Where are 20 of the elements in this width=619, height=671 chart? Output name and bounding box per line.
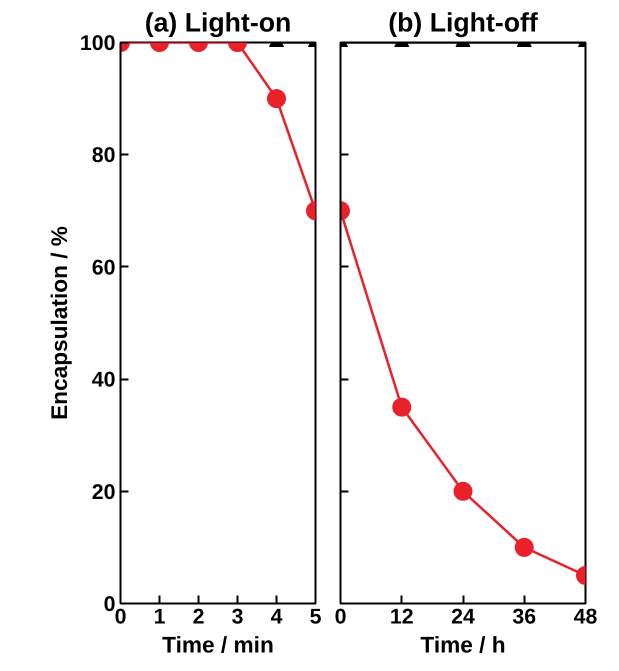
x-axis-title: Time / h bbox=[420, 632, 506, 658]
y-tick-label: 20 bbox=[92, 480, 116, 504]
x-tick-label: 2 bbox=[192, 604, 204, 628]
x-tick-label: 1 bbox=[154, 604, 166, 628]
y-tick-label: 60 bbox=[92, 255, 116, 280]
y-tick-label: 40 bbox=[92, 368, 116, 392]
x-tick-label: 36 bbox=[512, 604, 536, 628]
x-tick-label: 12 bbox=[390, 604, 414, 628]
y-tick-label: 100 bbox=[80, 31, 116, 55]
y-tick-label: 80 bbox=[92, 143, 116, 168]
y-axis-title: Encapsulation / % bbox=[46, 226, 72, 420]
x-tick-label: 24 bbox=[451, 604, 475, 628]
chart-title: (b) Light-off bbox=[388, 8, 538, 38]
x-tick-label: 3 bbox=[232, 604, 244, 628]
x-tick-label: 4 bbox=[270, 604, 283, 628]
x-axis-title: Time / min bbox=[162, 632, 274, 658]
x-tick-label: 5 bbox=[310, 604, 322, 628]
chart-title: (a) Light-on bbox=[144, 8, 292, 38]
x-tick-label: 0 bbox=[334, 604, 346, 628]
x-tick-label: 48 bbox=[574, 604, 598, 628]
